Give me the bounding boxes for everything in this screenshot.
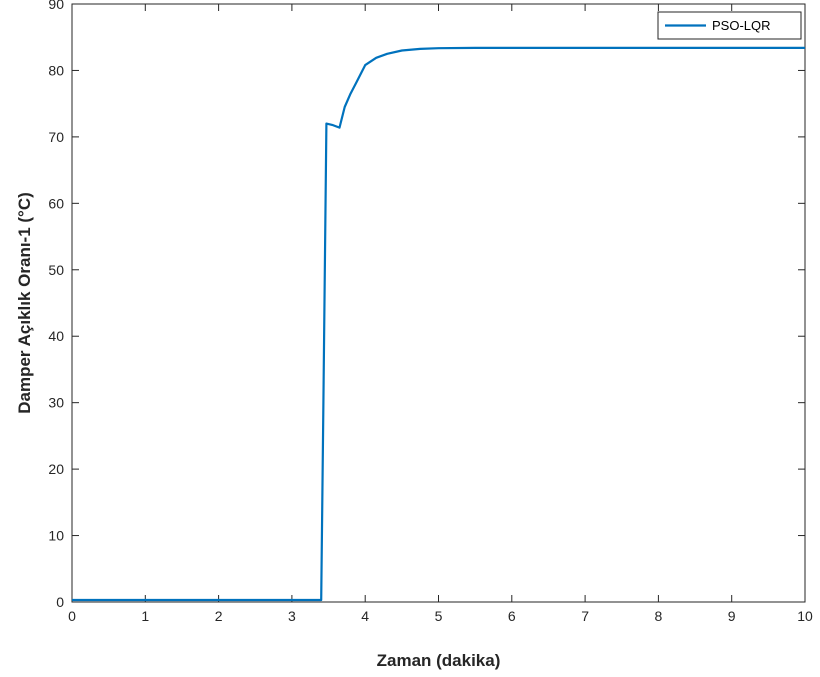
y-axis-ticks: 0 10 20 30 40 50 60 70 80 90	[48, 0, 805, 610]
x-tick-label: 4	[361, 608, 369, 624]
y-tick-label: 60	[48, 195, 64, 211]
y-tick-label: 70	[48, 129, 64, 145]
y-tick-label: 30	[48, 395, 64, 411]
x-tick-label: 9	[728, 608, 736, 624]
x-tick-label: 1	[141, 608, 149, 624]
x-tick-label: 3	[288, 608, 296, 624]
y-tick-label: 40	[48, 328, 64, 344]
x-tick-label: 6	[508, 608, 516, 624]
y-tick-label: 80	[48, 62, 64, 78]
y-tick-label: 90	[48, 0, 64, 12]
series-layer	[72, 46, 805, 602]
y-tick-label: 10	[48, 528, 64, 544]
y-tick-label: 0	[56, 594, 64, 610]
x-tick-label: 10	[797, 608, 813, 624]
legend-label-pso-lqr: PSO-LQR	[712, 18, 771, 33]
x-tick-label: 0	[68, 608, 76, 624]
x-tick-label: 7	[581, 608, 589, 624]
series-line-pso-lqr	[72, 46, 805, 602]
x-tick-label: 2	[215, 608, 223, 624]
legend: PSO-LQR	[657, 11, 802, 40]
y-tick-label: 50	[48, 262, 64, 278]
plot-area	[71, 3, 806, 603]
y-axis-label: Damper Açıklık Oranı-1 (°C)	[15, 192, 34, 414]
x-axis-ticks: 0 1 2 3 4 5 6 7 8 9 10	[68, 4, 813, 624]
y-tick-label: 20	[48, 461, 64, 477]
x-tick-label: 5	[435, 608, 443, 624]
x-tick-label: 8	[655, 608, 663, 624]
x-axis-label: Zaman (dakika)	[377, 651, 501, 670]
